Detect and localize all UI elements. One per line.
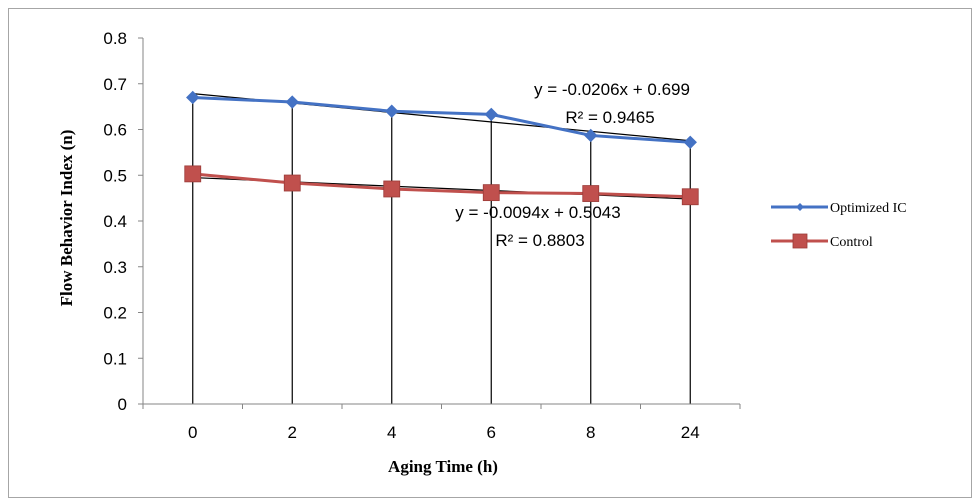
series-line xyxy=(192,172,691,199)
trendline-equation: y = -0.0206x + 0.699 xyxy=(534,80,690,99)
axes xyxy=(138,37,741,409)
y-tick-label: 0.6 xyxy=(103,121,127,140)
legend-label: Control xyxy=(830,235,873,250)
series-control xyxy=(184,165,699,206)
y-tick-label: 0.4 xyxy=(103,212,127,231)
trendline-equation: y = -0.0094x + 0.5043 xyxy=(455,203,620,222)
legend-item: Optimized IC xyxy=(771,201,907,216)
r-squared-label: R² = 0.8803 xyxy=(495,231,584,250)
series xyxy=(184,90,699,206)
legend-swatch-marker xyxy=(792,233,808,249)
data-point xyxy=(285,95,299,109)
data-point xyxy=(383,180,401,198)
series-optimized-ic xyxy=(186,90,697,150)
y-tick-label: 0.2 xyxy=(103,304,127,323)
data-point xyxy=(683,135,697,150)
data-point xyxy=(283,174,301,192)
y-tick-label: 0 xyxy=(118,395,127,414)
x-tick-label: 2 xyxy=(288,423,297,442)
series-line xyxy=(192,95,691,144)
legend: Optimized IC Control xyxy=(771,201,907,250)
r-squared-label: R² = 0.9465 xyxy=(565,108,654,127)
x-tick-label: 8 xyxy=(586,423,595,442)
data-point xyxy=(681,188,699,206)
y-axis-title: Flow Behavior Index (n) xyxy=(57,130,76,307)
x-axis-title: Aging Time (h) xyxy=(388,457,498,476)
x-tick-label: 6 xyxy=(487,423,496,442)
y-tick-label: 0.7 xyxy=(103,75,127,94)
y-tick-labels: 0 0.1 0.2 0.3 0.4 0.5 0.6 0.7 0.8 xyxy=(103,29,127,414)
legend-label: Optimized IC xyxy=(830,201,907,216)
y-tick-label: 0.3 xyxy=(103,258,127,277)
data-point xyxy=(584,128,598,143)
chart-frame xyxy=(8,8,972,498)
data-point xyxy=(582,185,600,202)
data-point xyxy=(484,107,498,122)
y-tick-label: 0.5 xyxy=(103,166,127,185)
x-tick-label: 4 xyxy=(387,423,396,442)
data-point xyxy=(186,90,200,105)
x-tick-label: 0 xyxy=(188,423,197,442)
data-point xyxy=(184,165,202,183)
annotations: y = -0.0206x + 0.699 R² = 0.9465 y = -0.00… xyxy=(455,80,690,250)
y-tick-label: 0.8 xyxy=(103,29,127,48)
legend-item: Control xyxy=(771,233,873,250)
data-point xyxy=(482,184,500,202)
data-point xyxy=(385,104,399,118)
x-tick-label: 24 xyxy=(681,423,700,442)
drop-lines xyxy=(192,97,691,404)
legend-swatch-marker xyxy=(796,203,804,211)
x-tick-labels: 0 2 4 6 8 24 xyxy=(188,423,700,442)
y-tick-label: 0.1 xyxy=(103,349,127,368)
